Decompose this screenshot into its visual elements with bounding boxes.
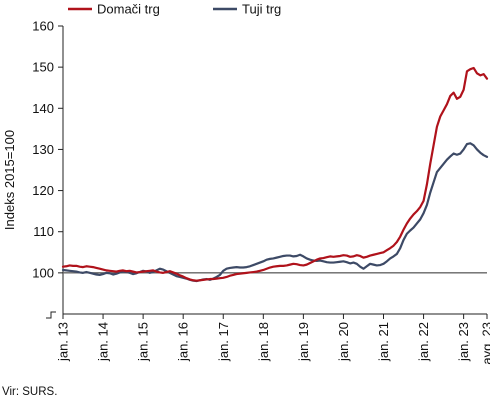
x-tick-label: avg. 23 xyxy=(480,322,490,365)
x-tick-label: jan. 14 xyxy=(96,322,111,362)
x-tick-label: jan. 20 xyxy=(336,322,351,362)
x-tick-label: jan. 18 xyxy=(256,322,271,362)
legend-label: Tuji trg xyxy=(242,2,281,17)
x-tick-label: jan. 13 xyxy=(56,322,71,362)
y-tick-label: 150 xyxy=(32,60,54,75)
y-axis: 160 150 140 130 120 110 100 xyxy=(32,19,64,319)
y-tick-label: 160 xyxy=(32,19,54,34)
x-tick-label: jan. 17 xyxy=(216,322,231,362)
x-tick-label: jan. 19 xyxy=(296,322,311,362)
y-tick-label: 140 xyxy=(32,101,54,116)
source-note: Vir: SURS. xyxy=(2,386,57,398)
x-tick-label: jan. 16 xyxy=(176,322,191,362)
x-tick-label: jan. 22 xyxy=(416,322,431,362)
y-axis-title: Indeks 2015=100 xyxy=(2,130,17,230)
series-line xyxy=(61,66,489,282)
x-axis: jan. 13 jan. 14 jan. 15 jan. 16 jan. 17 jan. … xyxy=(56,313,490,365)
x-tick-label: jan. 15 xyxy=(136,322,151,362)
legend-label: Domači trg xyxy=(97,2,160,17)
series-line xyxy=(61,142,489,283)
y-tick-label: 120 xyxy=(32,183,54,198)
x-tick-label: jan. 21 xyxy=(376,322,391,362)
x-tick-label: jan. 23 xyxy=(456,322,471,362)
y-tick-label: 130 xyxy=(32,142,54,157)
y-tick-label: 100 xyxy=(32,265,54,280)
y-tick-label: 110 xyxy=(33,224,54,239)
plot-area xyxy=(61,66,489,283)
legend: Domači trg Tuji trg xyxy=(68,2,281,17)
axis-break-mark xyxy=(46,311,56,319)
